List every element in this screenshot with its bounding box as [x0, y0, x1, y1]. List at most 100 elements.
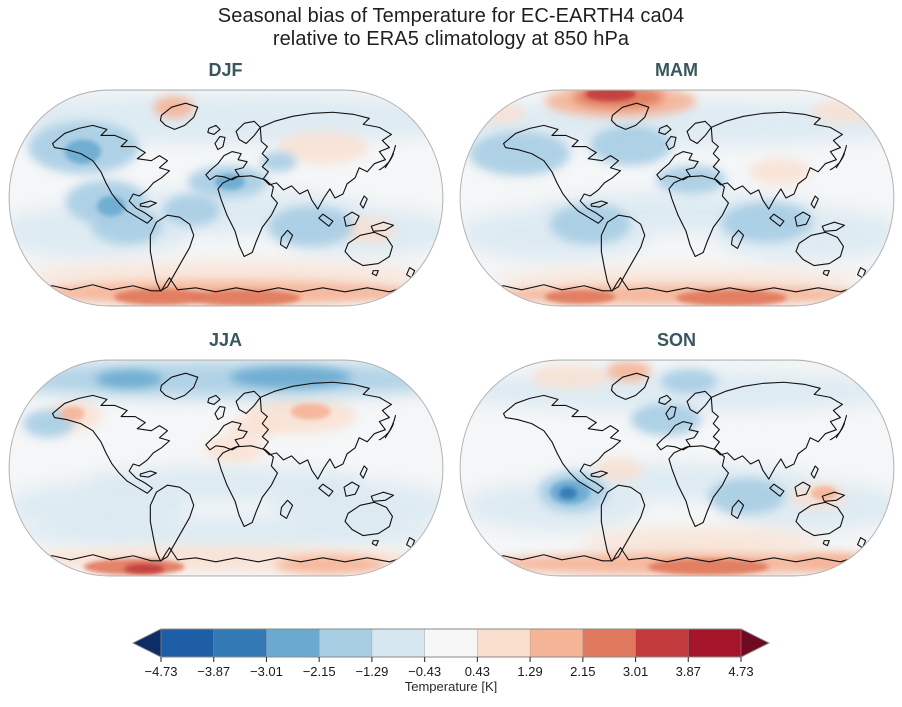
colorbar-svg: −4.73 −3.87 −3.01 −2.15 −1.29 −0.43 0.43 1.29 2.…: [131, 628, 771, 693]
coastline: [730, 229, 744, 249]
bias-blob: [810, 486, 837, 501]
coastline: [213, 405, 226, 421]
projection-border: [459, 89, 894, 307]
panel-title-SON: SON: [656, 330, 696, 350]
map-panel-SON: SON: [451, 323, 902, 583]
bias-blob: [593, 457, 643, 483]
colorbar-segment: [371, 628, 426, 658]
coastline: [822, 270, 830, 277]
colorbar-segment: [318, 628, 373, 658]
coastline: [370, 491, 394, 502]
bias-blob: [707, 478, 785, 515]
bias-field: [459, 90, 894, 306]
coastline: [384, 414, 396, 439]
coastline: [343, 231, 393, 267]
coastline: [821, 491, 845, 502]
coastline: [204, 151, 248, 181]
panel-title-JJA: JJA: [208, 330, 243, 350]
bias-blob: [91, 208, 162, 245]
coastline: [686, 120, 712, 145]
coastline: [204, 421, 248, 451]
coastline: [159, 102, 198, 130]
coastline: [600, 214, 645, 292]
coastline: [484, 547, 869, 563]
coastline: [730, 499, 744, 519]
coastline: [317, 213, 333, 227]
bias-blob: [531, 365, 608, 390]
bias-blob: [189, 289, 301, 306]
coastline: [835, 414, 847, 439]
bias-blob: [64, 139, 101, 164]
coastline: [343, 501, 393, 537]
figure-title-line2: relative to ERA5 climatology at 850 hPa: [272, 28, 630, 50]
coastline: [610, 102, 649, 130]
coastline: [342, 481, 360, 497]
bias-blob: [655, 165, 726, 194]
coastline: [206, 124, 221, 136]
world-map-DJF: [8, 89, 443, 307]
coastline: [359, 195, 368, 209]
coastline: [51, 394, 170, 494]
figure-title-line1: Seasonal bias of Temperature for EC-EART…: [217, 5, 685, 27]
bias-blob: [13, 516, 438, 549]
maps-grid: DJF MAM JJA SON: [0, 53, 902, 583]
bias-blob: [123, 563, 164, 574]
colorbar-tick-label: −3.01: [250, 664, 283, 679]
coastline: [600, 484, 645, 562]
coastline: [159, 372, 198, 400]
coastline: [259, 381, 392, 480]
map-panel-JJA: JJA: [0, 323, 451, 583]
coastline: [484, 277, 869, 293]
coastline: [342, 211, 360, 227]
bias-field: [8, 95, 443, 306]
bias-blob: [22, 409, 74, 438]
panel-title-MAM: MAM: [655, 60, 698, 80]
coastline: [657, 394, 672, 406]
colorbar-tick-label: −2.15: [303, 664, 336, 679]
colorbar-tick-label: −0.43: [408, 664, 441, 679]
colorbar-segment: [477, 628, 531, 658]
bias-blob: [60, 406, 85, 421]
coastline: [149, 214, 194, 292]
bias-blob: [290, 403, 331, 420]
coastline: [235, 120, 261, 145]
colorbar-segment: [160, 628, 215, 658]
coastline: [371, 270, 379, 277]
coastline: [359, 465, 368, 479]
world-map-MAM: [459, 89, 894, 307]
projection-border: [459, 359, 894, 577]
colorbar-tick-label: 2.15: [570, 664, 595, 679]
coastline: [610, 372, 649, 400]
colorbar-tick-label: −3.87: [197, 664, 230, 679]
world-map-JJA: [8, 359, 443, 577]
bias-blob: [647, 558, 769, 575]
coastline: [655, 151, 699, 181]
bias-blob: [558, 487, 577, 500]
bias-blob: [675, 289, 787, 306]
coastline: [590, 470, 608, 478]
bias-blob: [630, 403, 701, 436]
colorbar-segment: [424, 628, 478, 658]
bias-blob: [162, 193, 220, 227]
colorbar-tick-label: 4.73: [728, 664, 753, 679]
coastline: [794, 231, 844, 267]
coastline: [51, 124, 170, 224]
coastline: [768, 213, 784, 227]
colorbar-tick-label: 3.87: [676, 664, 701, 679]
coastline: [33, 547, 418, 563]
coastline: [384, 144, 396, 169]
bias-blob: [660, 369, 717, 394]
coastline: [768, 483, 784, 497]
bias-blob: [204, 434, 265, 463]
coastline: [33, 277, 418, 293]
bias-blob: [579, 528, 822, 557]
colorbar-tick-label: 1.29: [517, 664, 542, 679]
coastline: [664, 405, 677, 421]
coastline: [710, 381, 843, 480]
coastline: [502, 394, 621, 494]
bias-blob: [274, 555, 386, 574]
coastline: [235, 390, 261, 415]
coastline: [835, 144, 847, 169]
colorbar-extend-right: [740, 628, 770, 658]
